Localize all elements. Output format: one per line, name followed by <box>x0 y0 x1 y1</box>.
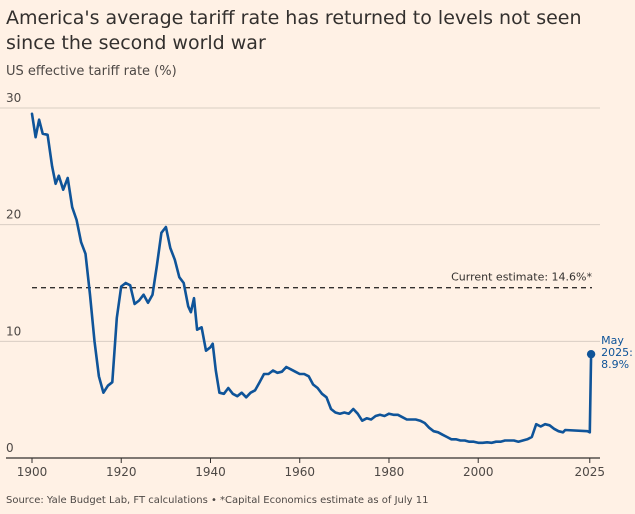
chart-subtitle: US effective tariff rate (%) <box>6 64 177 79</box>
series-line <box>30 112 593 445</box>
series-group <box>30 112 593 445</box>
source-note: Source: Yale Budget Lab, FT calculations… <box>6 495 429 506</box>
x-tick-label: 1920 <box>106 465 137 479</box>
gridlines: 0 10 20 30 <box>0 91 600 455</box>
reference-line-group: Current estimate: 14.6%* <box>32 271 592 289</box>
endpoint-label-line: May <box>601 334 624 347</box>
x-tick-label: 1940 <box>195 465 226 479</box>
endpoint-label-line: 8.9% <box>601 358 629 371</box>
current-estimate-label: Current estimate: 14.6%* <box>451 271 592 284</box>
endpoint-label-line: 2025: <box>601 346 633 359</box>
x-tick-label: 1960 <box>284 465 315 479</box>
y-tick-label: 20 <box>6 208 21 222</box>
axes: 1900 1920 1940 1960 1980 2000 2025 <box>6 457 605 479</box>
chart-title: America's average tariff rate has return… <box>6 7 582 54</box>
x-tick-label: 2025 <box>574 465 605 479</box>
endpoint-marker <box>586 349 596 359</box>
y-tick-label: 30 <box>6 91 21 105</box>
y-tick-label: 10 <box>6 324 21 338</box>
y-tick-label: 0 <box>6 441 14 455</box>
x-tick-label: 2000 <box>463 465 494 479</box>
x-tick-label: 1900 <box>17 465 48 479</box>
x-tick-label: 1980 <box>374 465 405 479</box>
